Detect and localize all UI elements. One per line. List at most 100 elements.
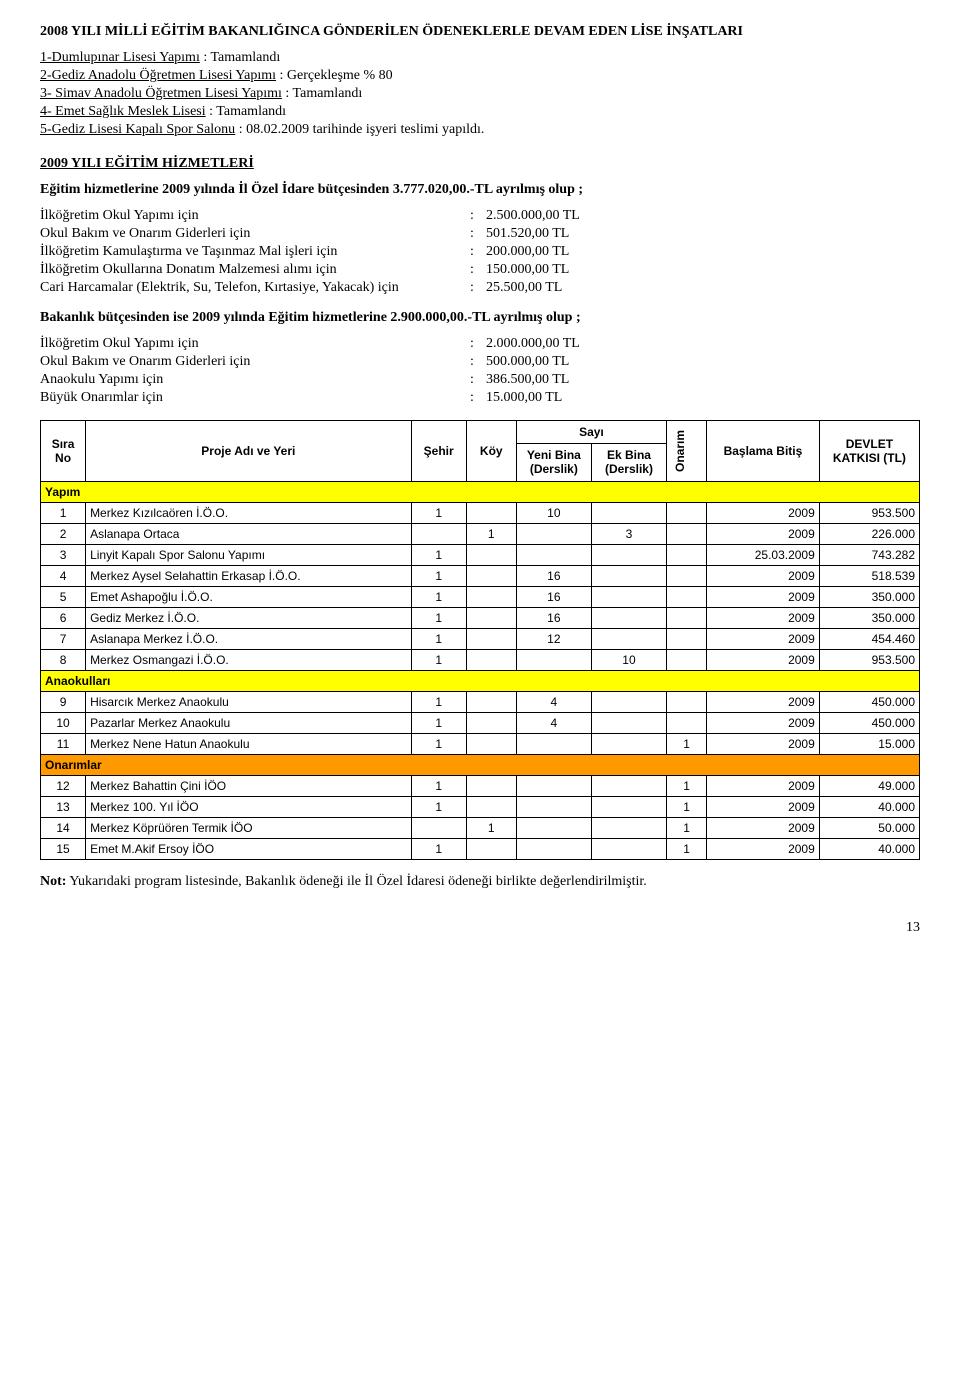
table-cell: 40.000	[819, 839, 919, 860]
allocation-value: 25.500,00 TL	[486, 280, 562, 296]
allocation-label: Okul Bakım ve Onarım Giderleri için	[40, 226, 470, 242]
construction-label: 5-Gediz Lisesi Kapalı Spor Salonu	[40, 122, 235, 138]
table-cell: 1	[411, 503, 466, 524]
table-cell: 40.000	[819, 797, 919, 818]
table-cell: 16	[516, 566, 591, 587]
allocation-value: 386.500,00 TL	[486, 372, 569, 388]
table-cell: Aslanapa Merkez İ.Ö.O.	[86, 629, 412, 650]
th-proje: Proje Adı ve Yeri	[86, 421, 412, 482]
table-cell: 1	[411, 692, 466, 713]
table-cell: 450.000	[819, 692, 919, 713]
table-cell	[466, 692, 516, 713]
table-cell: Hisarcık Merkez Anaokulu	[86, 692, 412, 713]
table-category-cell: Yapım	[41, 482, 920, 503]
table-cell: 2009	[707, 587, 820, 608]
table-cell	[591, 839, 666, 860]
table-cell: 1	[411, 797, 466, 818]
allocation-sep: :	[470, 208, 486, 224]
page-title: 2008 YILI MİLLİ EĞİTİM BAKANLIĞINCA GÖND…	[40, 24, 920, 40]
table-category-cell: Anaokulları	[41, 671, 920, 692]
construction-label: 1-Dumlupınar Lisesi Yapımı	[40, 50, 200, 66]
construction-label: 4- Emet Sağlık Meslek Lisesi	[40, 104, 206, 120]
table-cell: Merkez Kızılcaören İ.Ö.O.	[86, 503, 412, 524]
table-cell: 10	[591, 650, 666, 671]
allocation-sep: :	[470, 244, 486, 260]
th-devlet: DEVLET KATKISI (TL)	[819, 421, 919, 482]
construction-value: : Tamamlandı	[209, 104, 286, 120]
table-cell	[466, 629, 516, 650]
table-cell	[466, 734, 516, 755]
allocation-row: Okul Bakım ve Onarım Giderleri için: 501…	[40, 226, 920, 242]
table-cell: 1	[411, 713, 466, 734]
table-cell: 1	[411, 545, 466, 566]
table-cell	[667, 608, 707, 629]
table-cell: 50.000	[819, 818, 919, 839]
table-cell	[667, 713, 707, 734]
table-cell	[667, 545, 707, 566]
table-cell	[591, 797, 666, 818]
th-koy: Köy	[466, 421, 516, 482]
table-row: 3Linyit Kapalı Spor Salonu Yapımı125.03.…	[41, 545, 920, 566]
table-cell	[516, 734, 591, 755]
table-cell: 16	[516, 608, 591, 629]
allocation-label: Anaokulu Yapımı için	[40, 372, 470, 388]
th-onarim: Onarım	[671, 424, 689, 478]
table-cell: 2009	[707, 650, 820, 671]
table-cell: 10	[516, 503, 591, 524]
table-row: 5Emet Ashapoğlu İ.Ö.O.1162009350.000	[41, 587, 920, 608]
table-cell: 15.000	[819, 734, 919, 755]
table-row: 9Hisarcık Merkez Anaokulu142009450.000	[41, 692, 920, 713]
table-cell: 2009	[707, 713, 820, 734]
table-cell: 2009	[707, 797, 820, 818]
allocation-sep: :	[470, 390, 486, 406]
construction-row: 4- Emet Sağlık Meslek Lisesi : Tamamland…	[40, 104, 920, 120]
allocation-row: İlköğretim Okul Yapımı için:2.000.000,00…	[40, 336, 920, 352]
table-row: 4Merkez Aysel Selahattin Erkasap İ.Ö.O.1…	[41, 566, 920, 587]
allocation-row: Okul Bakım ve Onarım Giderleri için: 500…	[40, 354, 920, 370]
budget1-block: Eğitim hizmetlerine 2009 yılında İl Özel…	[40, 182, 920, 296]
table-cell	[516, 650, 591, 671]
table-cell: Emet Ashapoğlu İ.Ö.O.	[86, 587, 412, 608]
table-cell: Linyit Kapalı Spor Salonu Yapımı	[86, 545, 412, 566]
footnote: Not: Yukarıdaki program listesinde, Baka…	[40, 874, 920, 890]
projects-table: Sıra No Proje Adı ve Yeri Şehir Köy Sayı…	[40, 420, 920, 860]
table-cell: 518.539	[819, 566, 919, 587]
table-cell: 1	[411, 566, 466, 587]
table-cell: 2009	[707, 629, 820, 650]
allocation-value: 2.000.000,00 TL	[486, 336, 580, 352]
allocation-label: İlköğretim Kamulaştırma ve Taşınmaz Mal …	[40, 244, 470, 260]
table-cell	[466, 776, 516, 797]
table-cell: Pazarlar Merkez Anaokulu	[86, 713, 412, 734]
table-cell: 1	[667, 776, 707, 797]
allocation-row: İlköğretim Okullarına Donatım Malzemesi …	[40, 262, 920, 278]
table-cell	[667, 566, 707, 587]
th-sehir: Şehir	[411, 421, 466, 482]
table-row: 12Merkez Bahattin Çini İÖO11200949.000	[41, 776, 920, 797]
table-cell: 2009	[707, 524, 820, 545]
construction-label: 3- Simav Anadolu Öğretmen Lisesi Yapımı	[40, 86, 282, 102]
table-cell: 1	[411, 629, 466, 650]
table-cell	[591, 734, 666, 755]
th-baslama: Başlama Bitiş	[707, 421, 820, 482]
th-yeni: Yeni Bina (Derslik)	[516, 443, 591, 481]
th-ek: Ek Bina (Derslik)	[591, 443, 666, 481]
construction-value: : Tamamlandı	[203, 50, 280, 66]
table-cell	[466, 608, 516, 629]
table-cell	[591, 503, 666, 524]
table-cell	[591, 587, 666, 608]
table-cell: 8	[41, 650, 86, 671]
table-cell	[667, 503, 707, 524]
table-cell	[516, 797, 591, 818]
table-cell: 450.000	[819, 713, 919, 734]
allocation-value: 501.520,00 TL	[486, 226, 569, 242]
table-cell: 2009	[707, 839, 820, 860]
table-cell: 350.000	[819, 608, 919, 629]
table-cell: 226.000	[819, 524, 919, 545]
construction-label: 2-Gediz Anadolu Öğretmen Lisesi Yapımı	[40, 68, 276, 84]
allocation-value: 200.000,00 TL	[486, 244, 569, 260]
table-cell	[667, 692, 707, 713]
table-cell: 15	[41, 839, 86, 860]
table-cell	[667, 524, 707, 545]
table-cell	[516, 776, 591, 797]
table-cell: 1	[411, 608, 466, 629]
